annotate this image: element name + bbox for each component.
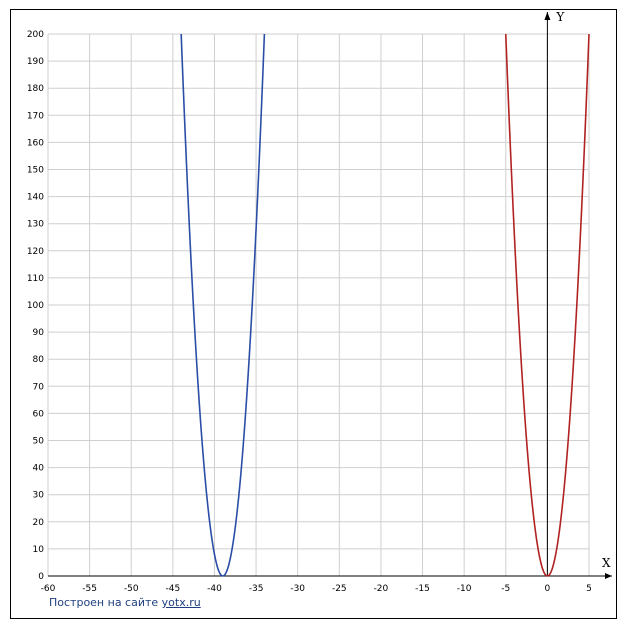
y-tick-label: 190 bbox=[27, 57, 44, 67]
credit-line: Построен на сайте yotx.ru bbox=[49, 596, 201, 609]
y-tick-label: 0 bbox=[38, 572, 44, 582]
y-tick-label: 50 bbox=[33, 437, 45, 447]
y-tick-label: 20 bbox=[33, 518, 45, 528]
y-tick-label: 140 bbox=[27, 193, 44, 203]
x-tick-label: -20 bbox=[374, 584, 389, 594]
curves bbox=[180, 33, 590, 577]
axes bbox=[48, 12, 612, 579]
x-tick-label: -55 bbox=[82, 584, 97, 594]
y-tick-label: 100 bbox=[27, 301, 44, 311]
y-tick-label: 120 bbox=[27, 247, 44, 257]
x-tick-label: -45 bbox=[165, 584, 180, 594]
y-tick-label: 200 bbox=[27, 30, 44, 40]
y-tick-label: 40 bbox=[33, 464, 45, 474]
y-tick-label: 110 bbox=[27, 274, 44, 284]
y-tick-label: 80 bbox=[33, 355, 45, 365]
x-tick-label: 5 bbox=[586, 584, 592, 594]
y-axis-label: Y bbox=[555, 10, 565, 24]
x-tick-label: -25 bbox=[332, 584, 347, 594]
y-tick-label: 90 bbox=[33, 328, 45, 338]
y-tick-label: 70 bbox=[33, 382, 45, 392]
y-tick-label: 60 bbox=[33, 409, 45, 419]
grid bbox=[47, 33, 590, 577]
x-tick-label: -35 bbox=[249, 584, 264, 594]
y-axis-arrow bbox=[544, 12, 551, 20]
y-tick-label: 160 bbox=[27, 138, 44, 148]
x-tick-label: -40 bbox=[207, 584, 222, 594]
series-line-2 bbox=[504, 33, 590, 577]
x-axis-label: X bbox=[602, 556, 611, 570]
x-axis-arrow bbox=[605, 573, 612, 579]
x-tick-label: -5 bbox=[501, 584, 510, 594]
y-tick-labels: 0 10 20 30 40 50 60 70 80 90 100 110 120 130 140 150 160… bbox=[27, 30, 44, 582]
x-tick-label: -15 bbox=[415, 584, 430, 594]
chart-frame bbox=[10, 9, 617, 619]
y-tick-label: 180 bbox=[27, 84, 44, 94]
y-tick-label: 170 bbox=[27, 111, 44, 121]
y-tick-label: 130 bbox=[27, 220, 44, 230]
x-tick-label: -10 bbox=[457, 584, 472, 594]
x-tick-label: -60 bbox=[41, 584, 56, 594]
series-line-1 bbox=[180, 33, 266, 577]
x-tick-label: 0 bbox=[545, 584, 551, 594]
y-tick-label: 30 bbox=[33, 491, 45, 501]
credit-prefix: Построен на сайте bbox=[49, 596, 159, 609]
x-tick-labels: -60 -55 -50 -45 -40 -35 -30 -25 -20 -15 -10 -5 0 5 bbox=[41, 584, 592, 594]
x-tick-label: -30 bbox=[290, 584, 305, 594]
y-tick-label: 10 bbox=[33, 545, 45, 555]
credit-link[interactable]: yotx.ru bbox=[161, 596, 201, 609]
x-tick-label: -50 bbox=[124, 584, 139, 594]
y-tick-label: 150 bbox=[27, 166, 44, 176]
